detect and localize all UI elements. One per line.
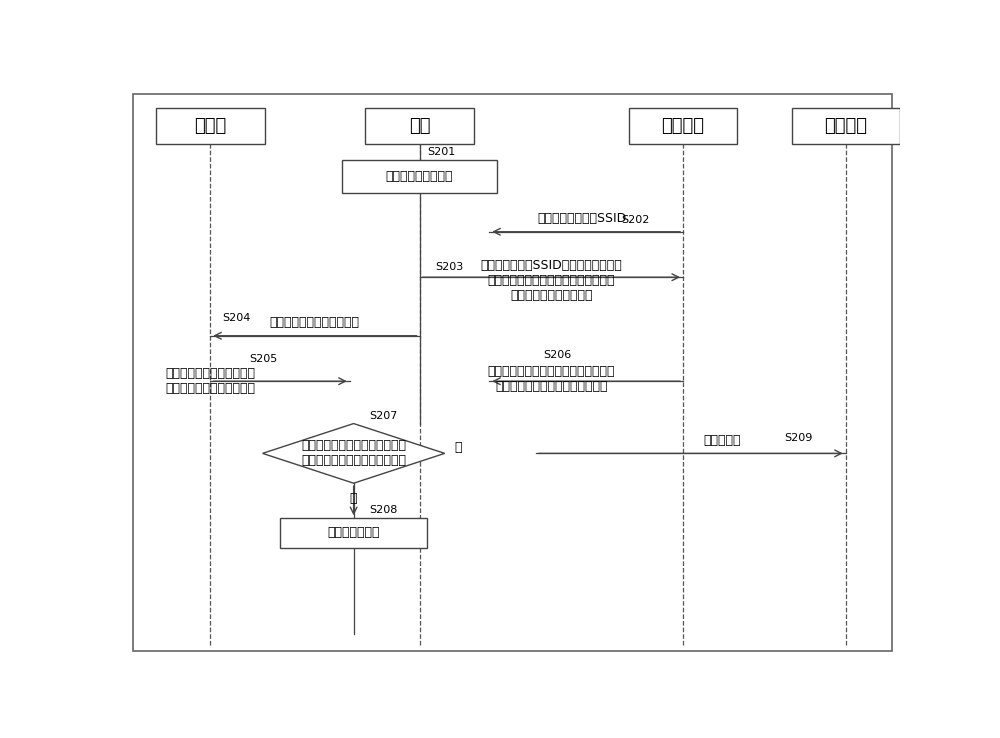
Text: S209: S209 <box>784 433 812 443</box>
Text: 否: 否 <box>350 492 357 505</box>
Text: 不进行升级处理: 不进行升级处理 <box>327 526 380 539</box>
Polygon shape <box>263 424 445 483</box>
Text: 终端: 终端 <box>409 117 430 135</box>
Text: 配置为预设通信模式: 配置为预设通信模式 <box>386 170 453 183</box>
Text: 预设的服务集标识SSID: 预设的服务集标识SSID <box>538 212 627 225</box>
Text: 根据身份认证标识从服务器
下载用于升级的二进制文件: 根据身份认证标识从服务器 下载用于升级的二进制文件 <box>165 367 255 395</box>
Text: 读取家电设备中通信模块的物理地址，
及家电设备内置安全芯片的版本号: 读取家电设备中通信模块的物理地址， 及家电设备内置安全芯片的版本号 <box>488 365 615 393</box>
Bar <box>156 108 264 144</box>
Text: 家电设备: 家电设备 <box>662 117 704 135</box>
Text: 是: 是 <box>454 441 461 454</box>
Text: S201: S201 <box>427 148 456 157</box>
Text: 服务器: 服务器 <box>194 117 226 135</box>
Bar <box>342 160 497 193</box>
Text: S204: S204 <box>222 313 250 323</box>
Text: S207: S207 <box>369 411 398 421</box>
Text: S202: S202 <box>621 215 649 225</box>
Text: S206: S206 <box>544 350 572 359</box>
Text: S205: S205 <box>249 354 277 364</box>
Text: 判断用于升级的二进制文件的版
本号是否高于安全芯片的版本号: 判断用于升级的二进制文件的版 本号是否高于安全芯片的版本号 <box>301 439 406 467</box>
Bar <box>792 108 900 144</box>
Text: 安全芯片: 安全芯片 <box>824 117 867 135</box>
Bar <box>280 518 427 548</box>
Text: 根据服务集标识SSID生成预设通信模式
下的链接信息，以使通信模块基于链接
信息与终端建立通信连接: 根据服务集标识SSID生成预设通信模式 下的链接信息，以使通信模块基于链接 信息… <box>480 259 622 302</box>
Text: 接收服务器推送的升级请求: 接收服务器推送的升级请求 <box>270 316 360 329</box>
Text: 二进制文件: 二进制文件 <box>703 433 740 446</box>
Text: S208: S208 <box>369 506 398 515</box>
Bar <box>365 108 474 144</box>
Text: S203: S203 <box>435 261 463 272</box>
Bar <box>629 108 737 144</box>
